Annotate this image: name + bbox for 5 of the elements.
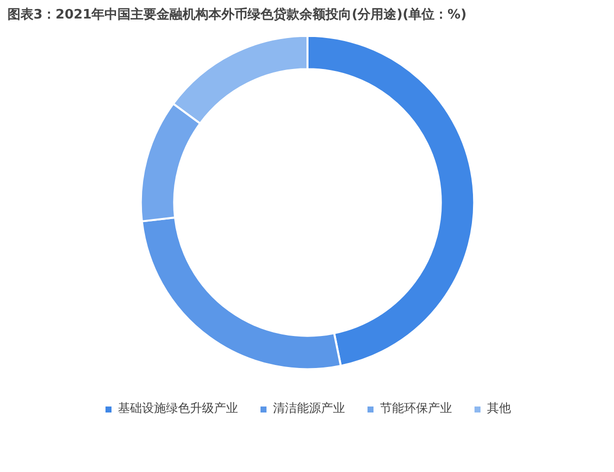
chart-title: 图表3：2021年中国主要金融机构本外币绿色贷款余额投向(分用途)(单位：%) <box>8 6 467 22</box>
legend-label: 基础设施绿色升级产业 <box>118 400 238 417</box>
legend-label: 清洁能源产业 <box>273 400 345 417</box>
legend-label: 其他 <box>487 400 511 417</box>
legend-label: 节能环保产业 <box>380 400 452 417</box>
